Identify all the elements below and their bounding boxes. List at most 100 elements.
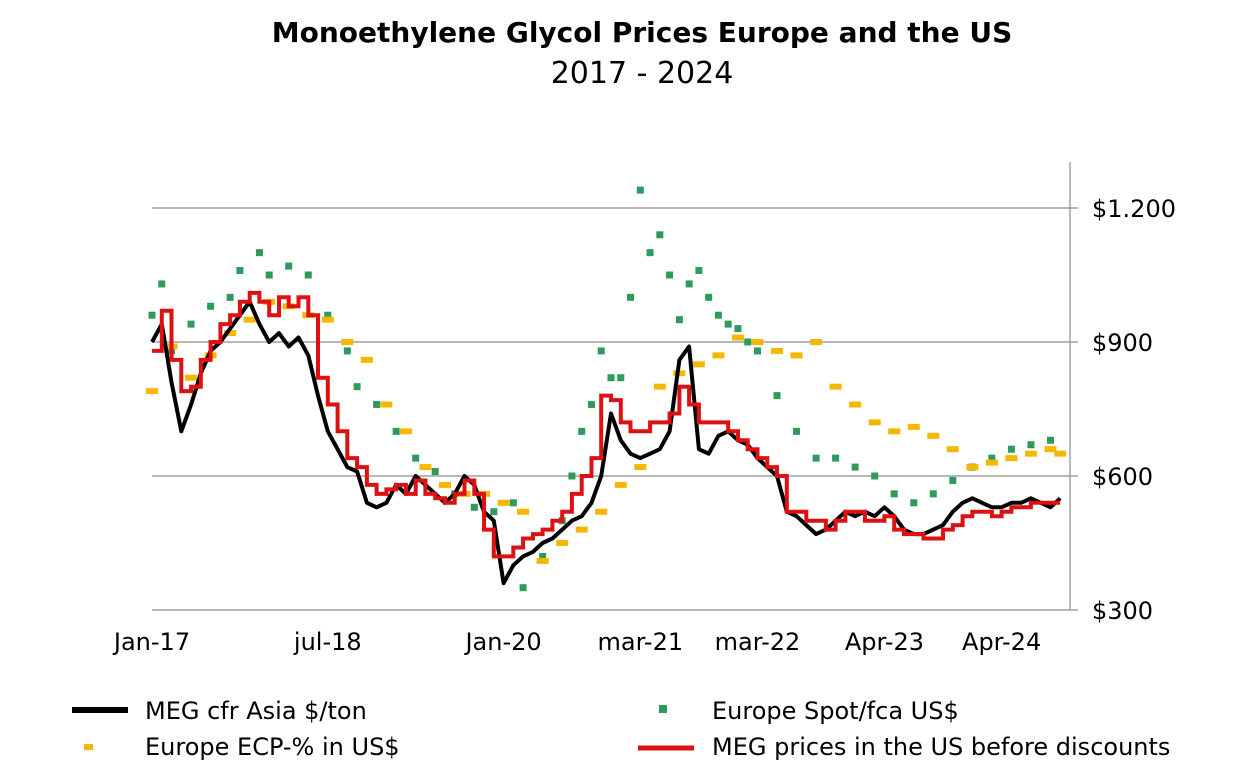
y-tick-label: $1.200 xyxy=(1092,195,1176,223)
spot-point xyxy=(470,503,478,511)
ecp-point xyxy=(692,361,705,368)
spot-point xyxy=(187,320,195,328)
spot-point xyxy=(255,249,263,257)
spot-point xyxy=(597,347,605,355)
spot-point xyxy=(353,383,361,391)
spot-point xyxy=(656,231,664,239)
spot-point xyxy=(744,338,752,346)
ecp-point xyxy=(1024,450,1037,457)
spot-point xyxy=(714,311,722,319)
ecp-point xyxy=(849,401,862,408)
spot-point xyxy=(627,293,635,301)
legend-label-asia: MEG cfr Asia $/ton xyxy=(145,697,367,725)
spot-point xyxy=(871,472,879,480)
ecp-point xyxy=(185,374,198,381)
spot-point xyxy=(207,302,215,310)
spot-point xyxy=(675,316,683,324)
legend-swatch-asia xyxy=(72,707,128,713)
spot-point xyxy=(343,347,351,355)
ecp-point xyxy=(321,316,334,323)
spot-point xyxy=(753,347,761,355)
spot-point xyxy=(587,401,595,409)
legend-swatch-ecp xyxy=(84,744,93,750)
x-tick-label: jul-18 xyxy=(293,628,362,656)
spot-point xyxy=(1027,441,1035,449)
ecp-point xyxy=(712,352,725,359)
x-tick-label: Apr-23 xyxy=(845,628,924,656)
spot-point xyxy=(568,472,576,480)
x-tick-label: Jan-17 xyxy=(112,628,190,656)
legend-label-ecp: Europe ECP-% in US$ xyxy=(145,733,400,761)
series-meg-asia xyxy=(150,299,1062,586)
ecp-point xyxy=(419,464,432,471)
ecp-point xyxy=(946,446,959,453)
spot-point xyxy=(1046,436,1054,444)
ecp-point xyxy=(731,334,744,341)
spot-point xyxy=(578,427,586,435)
legend-swatch-spot xyxy=(659,705,667,713)
tick-labels: $300 $600 $900 $1.200 Jan-17 jul-18 Jan-20 mar-… xyxy=(112,195,1176,656)
spot-point xyxy=(949,476,957,484)
spot-point xyxy=(392,427,400,435)
spot-point xyxy=(617,374,625,382)
ecp-point xyxy=(966,464,979,471)
spot-point xyxy=(431,468,439,476)
spot-point xyxy=(988,454,996,462)
y-tick-label: $900 xyxy=(1092,329,1153,357)
spot-point xyxy=(226,293,234,301)
ecp-point xyxy=(536,557,549,564)
ecp-point xyxy=(146,388,158,395)
ecp-point xyxy=(438,481,451,488)
legend-label-spot: Europe Spot/fca US$ xyxy=(712,697,959,725)
ecp-point xyxy=(497,499,510,506)
axes xyxy=(152,162,1078,611)
series-meg-us xyxy=(152,290,1061,559)
spot-point xyxy=(734,325,742,333)
ecp-point xyxy=(771,347,784,354)
legend-label-us: MEG prices in the US before discounts xyxy=(712,733,1171,761)
spot-point xyxy=(695,267,703,275)
ecp-point xyxy=(907,423,920,430)
spot-point xyxy=(851,463,859,471)
ecp-point xyxy=(595,508,608,515)
ecp-point xyxy=(575,526,588,533)
spot-point xyxy=(519,584,527,592)
ecp-point xyxy=(556,540,569,546)
spot-point xyxy=(412,454,420,462)
asia-line xyxy=(150,299,1062,586)
ecp-point xyxy=(810,339,823,345)
x-tick-label: mar-21 xyxy=(597,628,683,656)
spot-point xyxy=(646,249,654,257)
ecp-point xyxy=(517,508,530,515)
ecp-point xyxy=(243,316,256,323)
ecp-point xyxy=(1054,450,1067,457)
spot-point xyxy=(890,490,898,498)
spot-point xyxy=(490,508,498,516)
x-tick-label: mar-22 xyxy=(715,628,801,656)
ecp-point xyxy=(341,339,354,345)
ecp-point xyxy=(224,330,237,337)
chart-title: Monoethylene Glycol Prices Europe and th… xyxy=(271,16,1013,49)
spot-point xyxy=(793,427,801,435)
y-tick-label: $300 xyxy=(1092,597,1153,625)
legend-swatch-us xyxy=(638,745,694,751)
spot-point xyxy=(148,311,156,319)
spot-point xyxy=(812,454,820,462)
series-europe-spot xyxy=(148,186,1054,592)
spot-point xyxy=(910,499,918,507)
spot-point xyxy=(666,271,674,279)
spot-point xyxy=(373,401,381,409)
spot-point xyxy=(509,499,517,507)
spot-point xyxy=(158,280,166,288)
ecp-point xyxy=(634,464,647,471)
ecp-point xyxy=(888,428,901,435)
ecp-point xyxy=(751,339,764,345)
ecp-point xyxy=(829,383,842,390)
x-tick-label: Apr-24 xyxy=(962,628,1041,656)
gridlines xyxy=(152,207,1070,477)
ecp-point xyxy=(1044,446,1057,453)
spot-point xyxy=(285,262,293,270)
spot-point xyxy=(324,311,332,319)
spot-point xyxy=(685,280,693,288)
